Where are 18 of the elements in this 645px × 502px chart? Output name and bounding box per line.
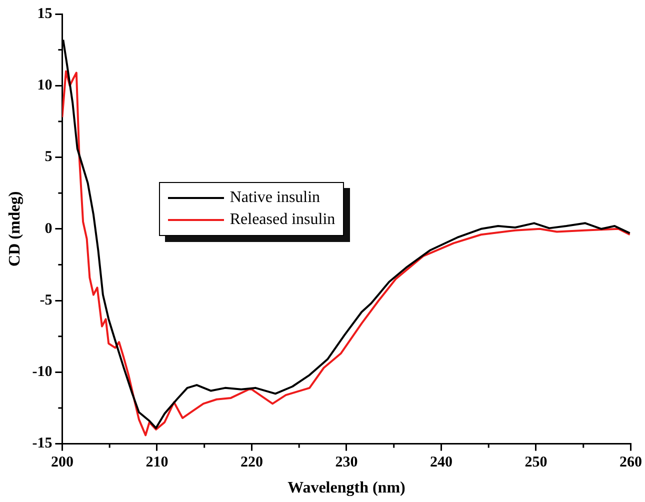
y-tick-label: -15 [32, 436, 52, 452]
x-tick-label: 260 [620, 454, 642, 471]
x-tick-label: 250 [524, 454, 548, 471]
legend-label: Released insulin [230, 210, 336, 229]
y-tick-label: -10 [32, 364, 52, 380]
y-axis-title: CD (mdeg) [6, 191, 24, 266]
y-tick-label: -5 [40, 292, 52, 308]
x-tick-label: 210 [146, 454, 168, 471]
x-tick-label: 230 [335, 454, 358, 471]
x-tick-label: 240 [430, 454, 452, 471]
x-tick-label: 220 [240, 454, 263, 471]
x-tick-label: 200 [50, 454, 74, 471]
y-tick-label: 15 [37, 6, 52, 22]
x-axis-title: Wavelength (nm) [288, 480, 406, 497]
y-tick-label: 0 [44, 220, 52, 237]
y-tick-label: 10 [37, 78, 52, 94]
legend-label: Native insulin [230, 188, 320, 207]
y-tick-label: 5 [44, 149, 52, 166]
